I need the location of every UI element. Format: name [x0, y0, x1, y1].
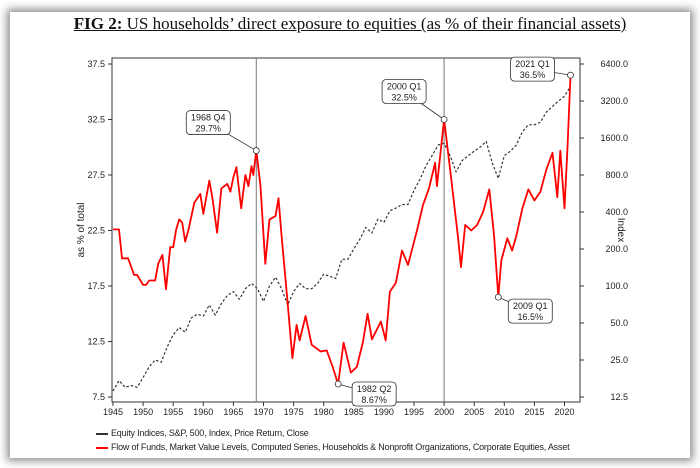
y-tick-label: 12.5 [87, 337, 105, 347]
x-tick-label: 1950 [133, 407, 153, 417]
legend-label: Flow of Funds, Market Value Levels, Comp… [111, 442, 570, 452]
callout-box [510, 56, 555, 82]
x-tick-label: 2000 [434, 407, 454, 417]
x-tick-label: 1965 [223, 407, 243, 417]
x-tick-label: 1970 [253, 407, 273, 417]
y-tick-label: 32.5 [87, 115, 105, 125]
callout-value: 8.67% [361, 395, 387, 405]
x-tick-label: 1990 [374, 407, 394, 417]
callout-value: 16.5% [518, 312, 544, 322]
x-tick-label: 1975 [284, 407, 304, 417]
y-axis-label: as % of total [76, 202, 87, 257]
legend-swatch-dashed [96, 432, 108, 435]
y2-tick-label: 400.0 [605, 207, 628, 217]
y-tick-label: 37.5 [87, 59, 105, 69]
y2-tick-label: 12.5 [610, 392, 628, 402]
callout-marker [252, 147, 260, 154]
title-text: US households’ direct exposure to equiti… [126, 14, 627, 33]
x-tick-label: 2015 [524, 407, 544, 417]
x-tick-label: 1955 [163, 407, 183, 417]
callout-label: 2009 Q1 [513, 301, 548, 311]
callout-box [351, 381, 397, 407]
figure-number: FIG 2: [73, 14, 123, 33]
y2-tick-label: 25.0 [610, 355, 628, 365]
callout-box [507, 298, 553, 324]
chart-title: FIG 2: US households’ direct exposure to… [0, 14, 700, 34]
y-tick-label: 7.5 [92, 392, 105, 402]
legend-item-household-equities: Flow of Funds, Market Value Levels, Comp… [96, 442, 570, 452]
callout-value: 32.5% [391, 93, 417, 103]
x-tick-label: 2020 [554, 407, 574, 417]
x-tick-label: 1980 [314, 407, 334, 417]
y2-tick-label: 200.0 [605, 244, 628, 254]
x-tick-label: 1960 [193, 407, 213, 417]
y-tick-label: 22.5 [87, 226, 105, 236]
callout-label: 2021 Q1 [515, 59, 550, 69]
y2-tick-label: 50.0 [610, 318, 628, 328]
x-tick-label: 2005 [464, 407, 484, 417]
x-tick-label: 2010 [494, 407, 514, 417]
callout-value: 29.7% [196, 124, 222, 134]
x-tick-label: 1985 [344, 407, 364, 417]
household-equity-share-line [113, 75, 572, 385]
sp500-index-line [112, 86, 572, 392]
callout-value: 36.5% [520, 70, 546, 80]
legend-item-sp500: Equity Indices, S&P, 500, Index, Price R… [96, 428, 309, 438]
y-tick-label: 17.5 [87, 281, 105, 291]
callout-marker [567, 71, 574, 79]
legend-label: Equity Indices, S&P, 500, Index, Price R… [111, 428, 309, 438]
y2-tick-label: 6400.0 [600, 59, 628, 69]
y-tick-label: 27.5 [87, 170, 105, 180]
x-tick-label: 1945 [103, 407, 123, 417]
callout-box [381, 79, 427, 104]
callout-marker [494, 293, 502, 301]
callout-marker [334, 380, 342, 388]
callout-marker [440, 116, 448, 123]
callout-label: 1968 Q4 [191, 113, 226, 123]
callout-box [185, 110, 231, 135]
y2-tick-label: 3200.0 [600, 96, 628, 106]
callout-label: 1982 Q2 [357, 384, 392, 394]
y2-tick-label: 800.0 [605, 170, 628, 180]
x-tick-label: 1995 [404, 407, 424, 417]
y2-tick-label: 100.0 [605, 281, 628, 291]
legend-swatch-red [96, 446, 108, 449]
y2-tick-label: 1600.0 [600, 133, 628, 143]
y2-axis-label: Index [615, 218, 626, 242]
callout-label: 2000 Q1 [387, 82, 422, 92]
